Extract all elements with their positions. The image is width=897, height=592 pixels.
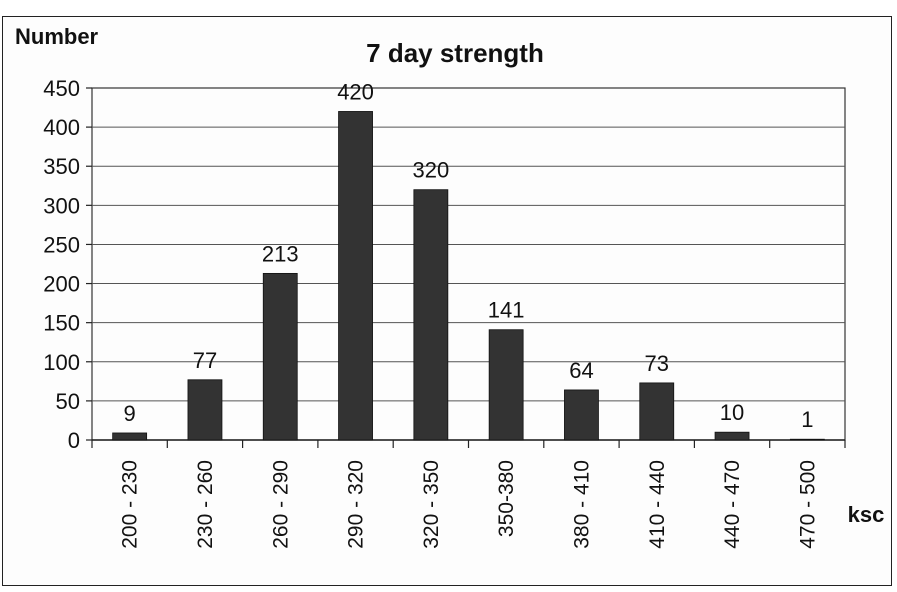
bar [262, 272, 298, 441]
category-label: 410 - 440 [646, 460, 669, 549]
y-tick-label: 100 [43, 350, 80, 375]
y-tick-label: 400 [43, 115, 80, 140]
category-label: 440 - 470 [721, 460, 744, 549]
chart-title: 7 day strength [366, 38, 544, 68]
data-label: 77 [193, 348, 217, 373]
category-label: 200 - 230 [119, 460, 142, 549]
category-label: 470 - 500 [796, 460, 819, 549]
bar [639, 382, 675, 441]
bar [338, 111, 373, 441]
y-tick-label: 200 [43, 272, 80, 297]
y-tick-label: 150 [43, 311, 80, 336]
data-label: 141 [488, 298, 525, 323]
y-tick-label: 350 [43, 154, 80, 179]
y-tick-label: 50 [56, 389, 80, 414]
category-label: 380 - 410 [570, 460, 593, 549]
category-label: 350-380 [495, 460, 518, 537]
data-label: 9 [124, 401, 136, 426]
bar [187, 379, 223, 441]
bar [789, 438, 825, 441]
bar [714, 431, 750, 441]
data-label: 1 [801, 407, 813, 432]
y-axis-label: Number [15, 24, 99, 49]
y-tick-label: 250 [43, 232, 80, 257]
data-label: 420 [337, 79, 374, 104]
y-tick-label: 450 [43, 76, 80, 101]
y-tick-label: 300 [43, 193, 80, 218]
x-axis-label: ksc [848, 502, 885, 527]
data-label: 320 [412, 158, 449, 183]
data-label: 213 [262, 241, 299, 266]
data-label: 73 [645, 351, 669, 376]
category-label: 290 - 320 [345, 460, 368, 549]
bar [112, 432, 148, 441]
data-label: 64 [569, 358, 593, 383]
bar [564, 389, 599, 441]
category-label: 320 - 350 [420, 460, 443, 549]
bar [488, 329, 524, 441]
data-label: 10 [720, 400, 744, 425]
bar [413, 189, 449, 441]
category-label: 230 - 260 [194, 460, 217, 549]
y-tick-label: 0 [68, 428, 80, 453]
category-label: 260 - 290 [269, 460, 292, 549]
